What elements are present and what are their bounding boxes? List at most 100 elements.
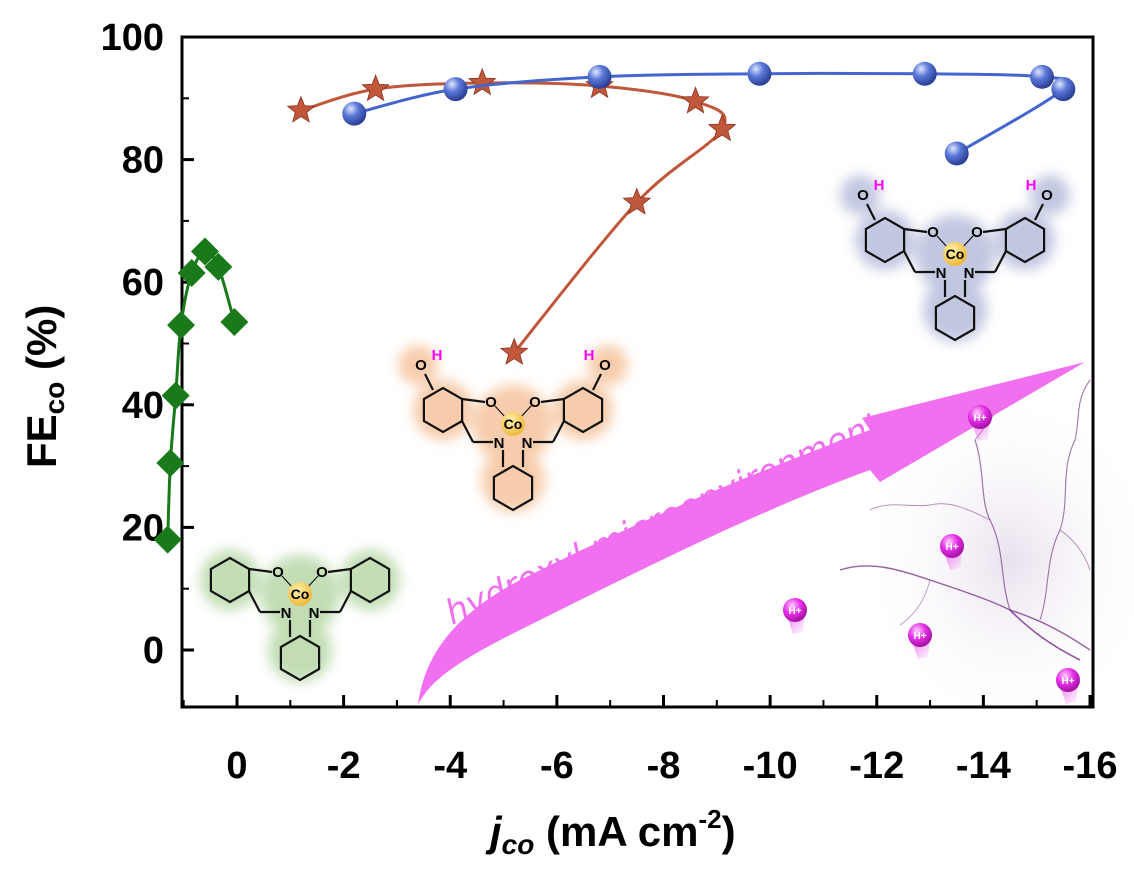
data-point bbox=[747, 61, 772, 86]
bond bbox=[424, 373, 434, 391]
bond bbox=[339, 590, 352, 613]
proton-ball bbox=[783, 598, 807, 622]
x-tick-label: -10 bbox=[743, 745, 798, 787]
proton-particle: H+ bbox=[968, 405, 992, 441]
cobalt-center bbox=[943, 242, 967, 266]
bond bbox=[994, 250, 1007, 273]
bond bbox=[866, 203, 876, 221]
data-point bbox=[153, 525, 182, 554]
bond bbox=[248, 567, 273, 574]
data-point bbox=[1051, 77, 1076, 102]
y-tick-label: 40 bbox=[122, 385, 164, 427]
data-point bbox=[161, 381, 190, 410]
proton-ball bbox=[1056, 668, 1080, 692]
benzene-ring-bottom bbox=[279, 634, 321, 682]
x-ticks: 0 -2 -4 -6 -8 -10 -12 -14 -16 bbox=[182, 695, 1118, 787]
nitrogen-label: N bbox=[309, 605, 320, 622]
nitrogen-label: N bbox=[522, 435, 533, 452]
glow-blob bbox=[995, 210, 1055, 270]
bond bbox=[461, 420, 474, 443]
cobalt-center bbox=[501, 412, 525, 436]
y-title-units: (%) bbox=[18, 305, 65, 382]
data-point bbox=[342, 101, 367, 126]
glow-blob bbox=[200, 550, 260, 610]
svg-text:FEco (%): FEco (%) bbox=[18, 305, 70, 468]
proton-label: H+ bbox=[913, 631, 926, 642]
x-tick-label: -4 bbox=[433, 745, 467, 787]
x-tick-label: -6 bbox=[540, 745, 574, 787]
glow-blob bbox=[840, 175, 880, 215]
proton-label: H+ bbox=[945, 542, 958, 553]
y-tick-label: 80 bbox=[122, 140, 164, 182]
glow-blob bbox=[923, 278, 987, 342]
nitrogen-label: N bbox=[936, 265, 947, 282]
cobalt-label: Co bbox=[291, 586, 310, 602]
data-point bbox=[944, 141, 969, 166]
data-point bbox=[220, 308, 249, 337]
bond bbox=[540, 397, 565, 404]
plot-frame bbox=[180, 35, 1095, 709]
data-point bbox=[204, 252, 233, 281]
proton-label: H+ bbox=[788, 606, 801, 617]
proton-label: H+ bbox=[1061, 676, 1074, 687]
oxygen-label: O bbox=[272, 564, 284, 581]
x-tick-label: 0 bbox=[226, 745, 247, 787]
oxygen-label: O bbox=[529, 394, 541, 411]
data-point bbox=[167, 311, 196, 340]
hydroxyl-oxygen-label: O bbox=[415, 357, 427, 374]
molecule-orange: CoO ON NO OH H bbox=[398, 345, 628, 512]
proton-particle: H+ bbox=[940, 534, 964, 570]
glow-blob bbox=[1030, 175, 1070, 215]
data-point bbox=[1030, 64, 1055, 89]
x-tick-label: -14 bbox=[956, 745, 1011, 787]
x-tick-label: -16 bbox=[1063, 745, 1118, 787]
proton-ball bbox=[908, 623, 932, 647]
proton-particle: H+ bbox=[1056, 668, 1080, 704]
molecule-glow bbox=[200, 550, 400, 682]
x-title-units: (mA cm bbox=[534, 808, 698, 855]
y-title-main: FE bbox=[18, 414, 65, 468]
series-sphere bbox=[342, 61, 1076, 166]
cobalt-label: Co bbox=[504, 416, 523, 432]
data-point bbox=[681, 86, 710, 114]
data-point bbox=[361, 73, 390, 102]
x-title-main: j bbox=[485, 808, 503, 855]
proton-label: H+ bbox=[973, 413, 986, 424]
x-axis-title: jco (mA cm-2) bbox=[485, 804, 736, 860]
cobalt-label: Co bbox=[946, 246, 965, 262]
data-point bbox=[177, 259, 206, 288]
oxygen-label: O bbox=[485, 394, 497, 411]
y-tick-label: 100 bbox=[101, 17, 164, 59]
proton-ball bbox=[968, 405, 992, 429]
bond bbox=[903, 250, 916, 273]
data-point bbox=[622, 187, 652, 215]
glow-blob bbox=[268, 618, 332, 682]
protons: H+ H+ H+ H+ H+ bbox=[783, 405, 1080, 704]
y-title-sub: co bbox=[39, 382, 70, 415]
benzene-ring-bottom bbox=[934, 294, 976, 342]
nitrogen-label: N bbox=[281, 605, 292, 622]
bond bbox=[592, 373, 602, 391]
x-tick-label: -12 bbox=[849, 745, 904, 787]
glow-blob bbox=[588, 345, 628, 385]
glow-blob bbox=[398, 345, 438, 385]
hydroxyl-h-label: H bbox=[874, 177, 885, 194]
y-tick-label: 60 bbox=[122, 262, 164, 304]
hydroxyl-h-label: H bbox=[1026, 177, 1037, 194]
bond bbox=[248, 590, 261, 613]
proton-particle: H+ bbox=[908, 623, 932, 659]
axes bbox=[180, 35, 1095, 709]
benzene-ring-bottom bbox=[492, 464, 534, 512]
cobalt-center bbox=[288, 582, 312, 606]
x-title-close: ) bbox=[722, 808, 736, 855]
molecule-green: Co O O N N bbox=[200, 550, 400, 682]
hydroxyl-oxygen-label: O bbox=[599, 357, 611, 374]
oxygen-label: O bbox=[971, 224, 983, 241]
data-point bbox=[191, 237, 220, 266]
x-title-exp: -2 bbox=[699, 804, 722, 834]
series-diamond bbox=[153, 237, 249, 554]
molecule-blue: CoO ON NO OH H bbox=[840, 175, 1070, 342]
